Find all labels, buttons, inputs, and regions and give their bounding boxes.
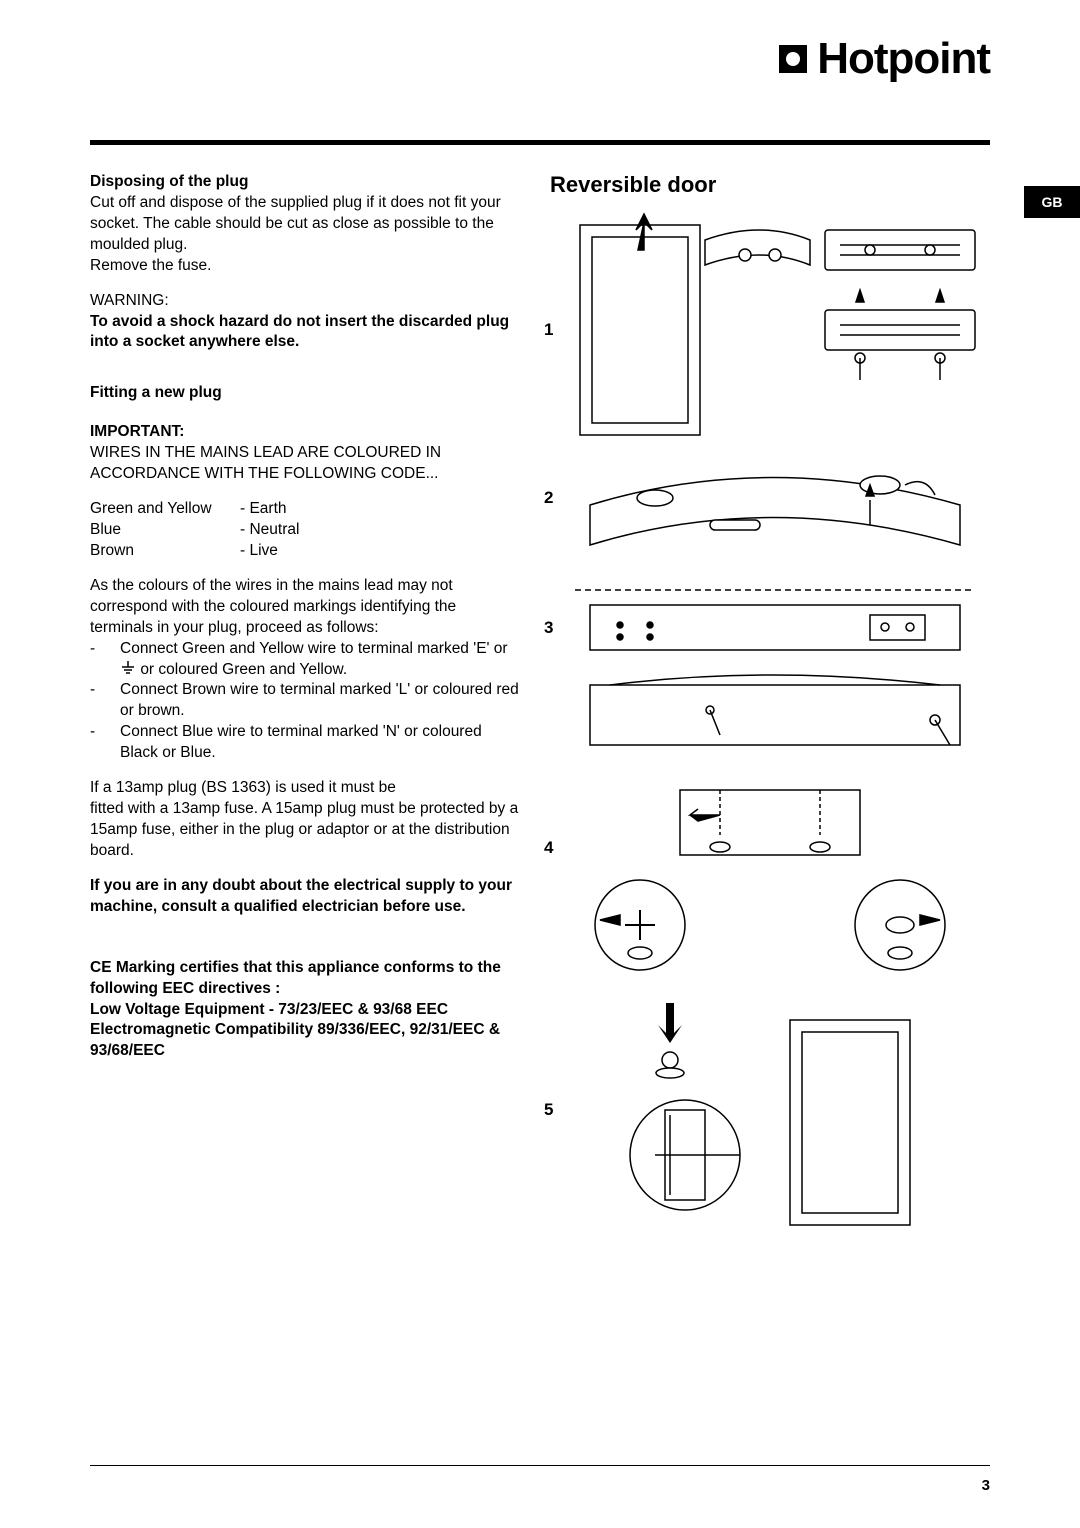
- reversible-door-diagram: 1 2 3 4 5: [550, 210, 990, 1230]
- wire-colour-table: Green and Yellow - Earth Blue - Neutral …: [90, 499, 520, 562]
- diagram-panel-2: [570, 450, 980, 590]
- right-column: Reversible door 1 2 3 4 5: [550, 172, 990, 1458]
- list-item: - Connect Green and Yellow wire to termi…: [90, 639, 520, 681]
- important-heading: IMPORTANT:: [90, 422, 520, 443]
- brand-logo: Hotpoint: [779, 34, 990, 84]
- diagram-panel-5: [570, 995, 980, 1230]
- doubt-p: If you are in any doubt about the electr…: [90, 876, 520, 918]
- table-row: Blue - Neutral: [90, 520, 520, 541]
- wire-meaning: - Live: [240, 541, 278, 562]
- step-number: 1: [544, 320, 553, 340]
- important-p: WIRES IN THE MAINS LEAD ARE COLOURED IN …: [90, 443, 520, 485]
- warning-label: WARNING:: [90, 291, 520, 312]
- wire-meaning: - Earth: [240, 499, 287, 520]
- diagram-panel-1: [570, 210, 980, 440]
- bullet1-pre: Connect Green and Yellow wire to termina…: [120, 640, 508, 657]
- left-column: Disposing of the plug Cut off and dispos…: [90, 172, 520, 1458]
- step-number: 5: [544, 1100, 553, 1120]
- table-row: Brown - Live: [90, 541, 520, 562]
- list-item: -Connect Blue wire to terminal marked 'N…: [90, 722, 520, 764]
- diagram-panel-3: [570, 585, 980, 775]
- language-tab: GB: [1024, 186, 1080, 218]
- content-columns: Disposing of the plug Cut off and dispos…: [90, 172, 990, 1458]
- brand-name: Hotpoint: [817, 34, 990, 84]
- bullet1-post: or coloured Green and Yellow.: [140, 661, 347, 678]
- header-rule: [90, 140, 990, 145]
- disposing-p2: Remove the fuse.: [90, 256, 520, 277]
- table-row: Green and Yellow - Earth: [90, 499, 520, 520]
- wire-meaning: - Neutral: [240, 520, 299, 541]
- step-number: 2: [544, 488, 553, 508]
- wire-colour: Green and Yellow: [90, 499, 240, 520]
- wire-colour: Brown: [90, 541, 240, 562]
- instruction-list: - Connect Green and Yellow wire to termi…: [90, 639, 520, 765]
- manual-page: Hotpoint GB Disposing of the plug Cut of…: [0, 0, 1080, 1528]
- hotpoint-icon: [779, 45, 807, 73]
- page-number: 3: [982, 1477, 990, 1494]
- ce-p: CE Marking certifies that this appliance…: [90, 958, 520, 1063]
- fitting-heading: Fitting a new plug: [90, 383, 520, 404]
- diagram-panel-4: [570, 785, 980, 985]
- lead-p: As the colours of the wires in the mains…: [90, 576, 520, 639]
- wire-colour: Blue: [90, 520, 240, 541]
- reversible-door-heading: Reversible door: [550, 172, 990, 198]
- bullet3: Connect Blue wire to terminal marked 'N'…: [120, 722, 520, 764]
- earth-icon: [120, 661, 136, 677]
- footer-rule: [90, 1465, 990, 1467]
- warning-text: To avoid a shock hazard do not insert th…: [90, 312, 520, 354]
- step-number: 4: [544, 838, 553, 858]
- amp-p: If a 13amp plug (BS 1363) is used it mus…: [90, 778, 520, 862]
- bullet2: Connect Brown wire to terminal marked 'L…: [120, 680, 520, 722]
- list-item: -Connect Brown wire to terminal marked '…: [90, 680, 520, 722]
- disposing-p1: Cut off and dispose of the supplied plug…: [90, 193, 520, 256]
- step-number: 3: [544, 618, 553, 638]
- disposing-heading: Disposing of the plug: [90, 172, 520, 193]
